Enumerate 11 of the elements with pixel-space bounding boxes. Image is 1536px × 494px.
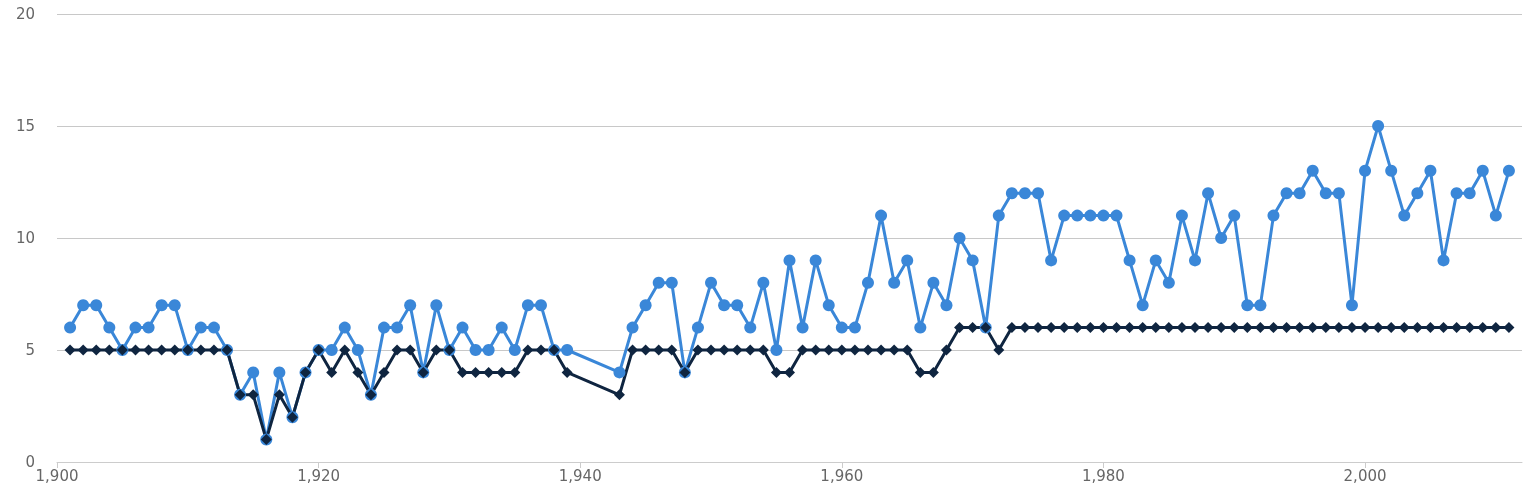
y-tick-label: 20 bbox=[15, 5, 35, 23]
x-tick-label: 1,900 bbox=[35, 466, 79, 485]
x-tick-label: 1,920 bbox=[297, 466, 341, 485]
y-tick-label: 10 bbox=[15, 229, 35, 247]
x-tick-label: 1,980 bbox=[1081, 466, 1125, 485]
x-tick-label: 2,000 bbox=[1343, 466, 1387, 485]
y-tick-label: 15 bbox=[15, 117, 35, 135]
y-tick-label: 5 bbox=[25, 341, 35, 359]
y-tick-label: 0 bbox=[25, 453, 35, 471]
x-tick-label: 1,940 bbox=[558, 466, 602, 485]
x-tick-label: 1,960 bbox=[820, 466, 864, 485]
